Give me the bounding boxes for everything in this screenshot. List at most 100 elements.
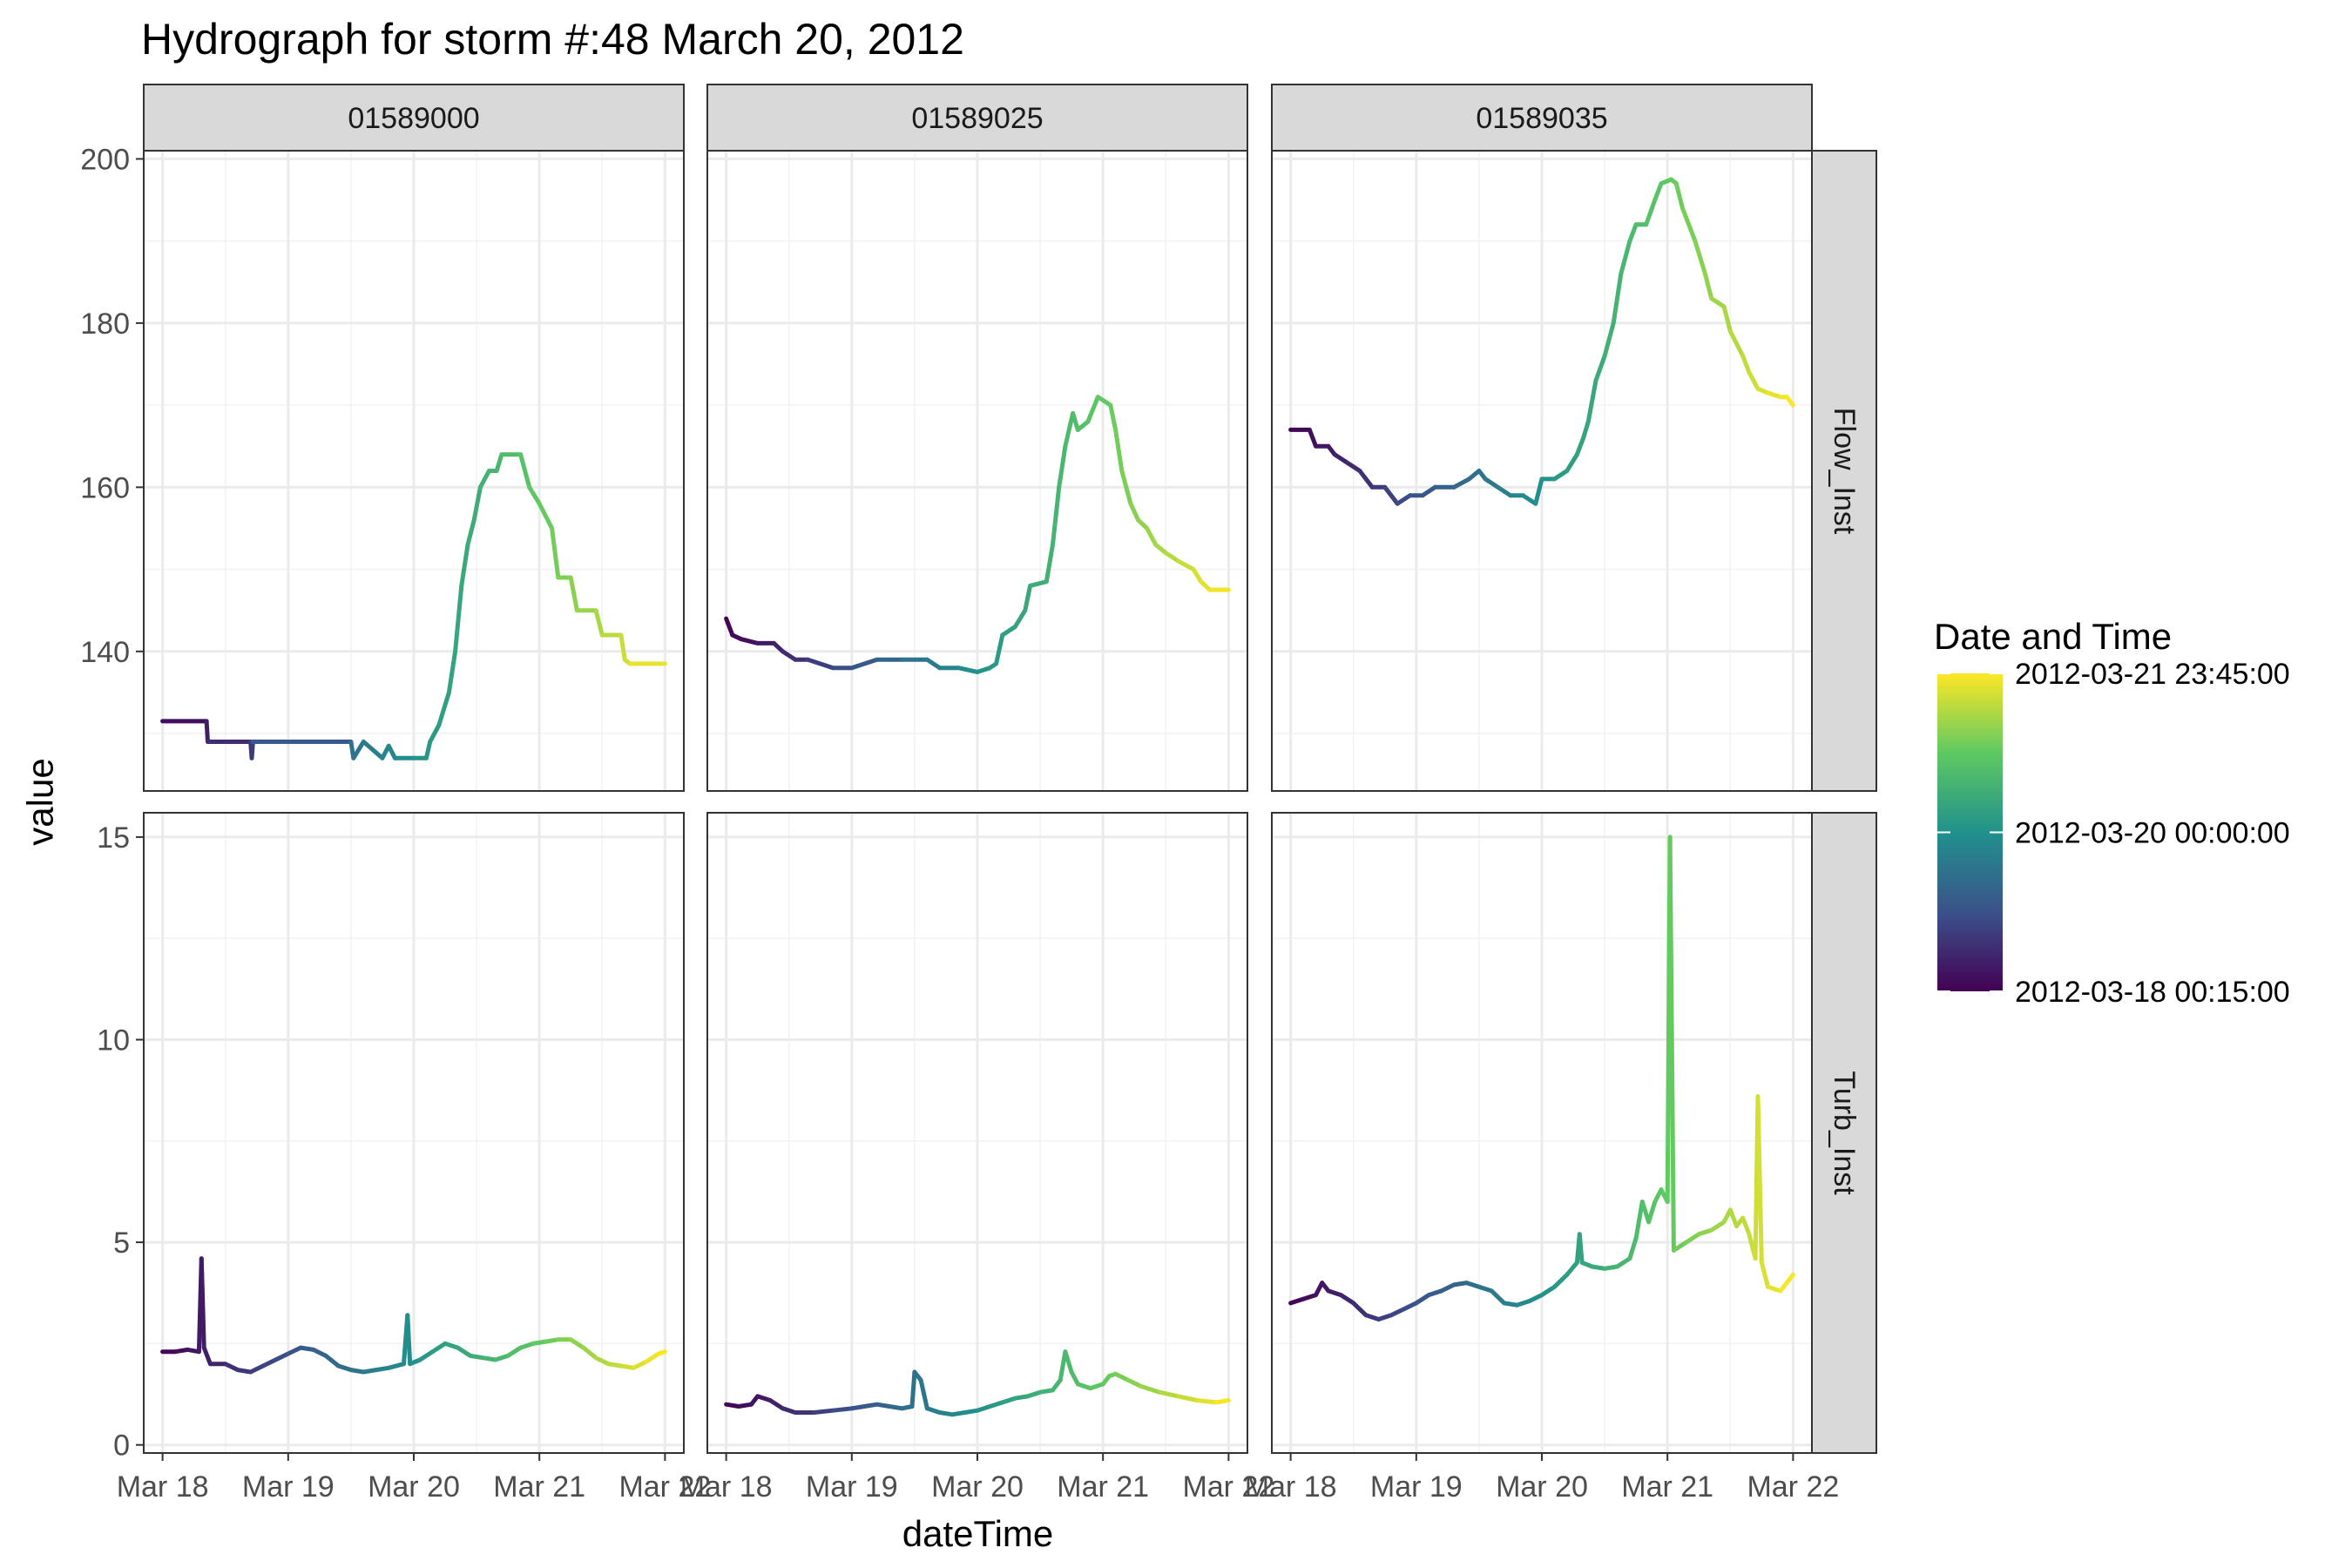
series-segment (1088, 1382, 1105, 1391)
series-segment (1451, 476, 1471, 490)
series-segment (1477, 1284, 1494, 1294)
series-segment (1439, 1282, 1456, 1294)
column-strip-01589000 (143, 84, 685, 152)
series-segment (1157, 1389, 1181, 1399)
y-tick-label: 160 (80, 471, 130, 504)
panel-Flow_Inst-01589025 (706, 150, 1248, 792)
series-segment (201, 1345, 213, 1367)
series-segment (248, 1363, 266, 1375)
series-segment (351, 740, 366, 760)
x-tick-label: Mar 21 (1057, 1470, 1149, 1504)
x-tick-label: Mar 18 (117, 1470, 209, 1504)
series-segment (1527, 1293, 1544, 1304)
series-segment (1702, 271, 1714, 301)
series-segment (518, 452, 532, 490)
series-segment (1051, 484, 1062, 547)
legend-label: 2012-03-18 00:15:00 (2015, 976, 2290, 1009)
series-segment (386, 743, 397, 760)
series-segment (1163, 551, 1181, 564)
series-segment (1602, 321, 1616, 359)
series-segment (518, 1341, 536, 1350)
series-segment (1611, 271, 1624, 326)
series-segment (1667, 835, 1676, 1253)
series-segment (1376, 1313, 1394, 1321)
series-segment (1619, 239, 1632, 276)
axes: 140 160 180 200 0 5 10 15 Mar 18 Mar 19 Mar 20 Mar … (20, 143, 1840, 1554)
series-segment (1585, 378, 1598, 424)
series-segment (1069, 1369, 1080, 1387)
series-segment (1766, 1284, 1783, 1294)
series-segment (273, 1351, 291, 1362)
y-tick-label: 200 (80, 143, 130, 176)
series-segment (1483, 476, 1500, 490)
series-segment (812, 1408, 835, 1415)
series-segment (1533, 476, 1544, 506)
series-segment (1673, 181, 1685, 211)
row-strip-label: Turb_Inst (1828, 1071, 1861, 1195)
series-segment (1119, 469, 1133, 506)
column-strip-label: 01589035 (1476, 102, 1607, 135)
series-line-Turb_Inst-01589025 (724, 1349, 1231, 1417)
chart-title: Hydrograph for storm #:48 March 20, 2012 (141, 15, 964, 64)
series-segment (1025, 1389, 1043, 1399)
series-segment (204, 719, 210, 744)
series-segment (724, 616, 735, 638)
series-segment (956, 666, 980, 674)
series-segment (1012, 608, 1028, 629)
series-segment (1496, 484, 1513, 498)
series-line-Turb_Inst-01589000 (160, 1256, 667, 1375)
series-segment (1113, 427, 1125, 473)
series-segment (1194, 1398, 1219, 1405)
series-segment (405, 1313, 413, 1367)
series-segment (386, 1362, 406, 1370)
series-segment (471, 484, 483, 523)
series-segment (1338, 1293, 1356, 1306)
series-segment (505, 1345, 524, 1358)
series-segment (1363, 1313, 1382, 1321)
series-segment (1727, 328, 1746, 359)
y-tick-label: 15 (97, 821, 130, 855)
series-line-Turb_Inst-01589035 (1288, 835, 1795, 1321)
x-tick-label: Mar 22 (618, 1470, 711, 1504)
series-segment (550, 526, 561, 580)
series-segment (1288, 1296, 1306, 1306)
series-segment (924, 657, 943, 671)
series-segment (781, 1406, 798, 1415)
row-strip-Flow_Inst (1811, 150, 1877, 792)
series-segment (1696, 1227, 1714, 1237)
series-segment (1138, 1383, 1162, 1395)
series-line-Flow_Inst-01589035 (1288, 177, 1795, 506)
x-tick-label: Mar 22 (1747, 1470, 1839, 1504)
series-segment (987, 1400, 1005, 1409)
series-segment (1420, 484, 1437, 498)
x-tick-label: Mar 19 (242, 1470, 335, 1504)
series-segment (1652, 181, 1664, 202)
series-segment (631, 1359, 649, 1370)
series-segment (1766, 390, 1783, 400)
series-segment (323, 1353, 341, 1369)
panel-Turb_Inst-01589035 (1271, 812, 1813, 1454)
series-segment (1693, 239, 1707, 276)
series-segment (1577, 1232, 1585, 1265)
series-segment (656, 1349, 667, 1356)
series-segment (1684, 1232, 1701, 1245)
series-segment (436, 690, 451, 728)
panel-Turb_Inst-01589025 (706, 812, 1248, 1454)
series-segment (918, 1377, 929, 1411)
series-segment (1709, 1220, 1727, 1233)
panel-Flow_Inst-01589035 (1271, 150, 1813, 792)
series-segment (593, 1355, 611, 1367)
series-segment (1326, 1288, 1343, 1298)
series-segment (465, 517, 476, 547)
series-segment (1057, 443, 1068, 490)
series-segment (1028, 579, 1049, 588)
series-segment (1063, 411, 1076, 449)
series-segment (805, 657, 835, 671)
series-segment (1307, 427, 1318, 449)
x-tick-label: Mar 18 (680, 1470, 773, 1504)
series-segment (739, 637, 760, 645)
series-segment (1551, 469, 1570, 482)
row-strip-label: Flow_Inst (1828, 408, 1861, 535)
